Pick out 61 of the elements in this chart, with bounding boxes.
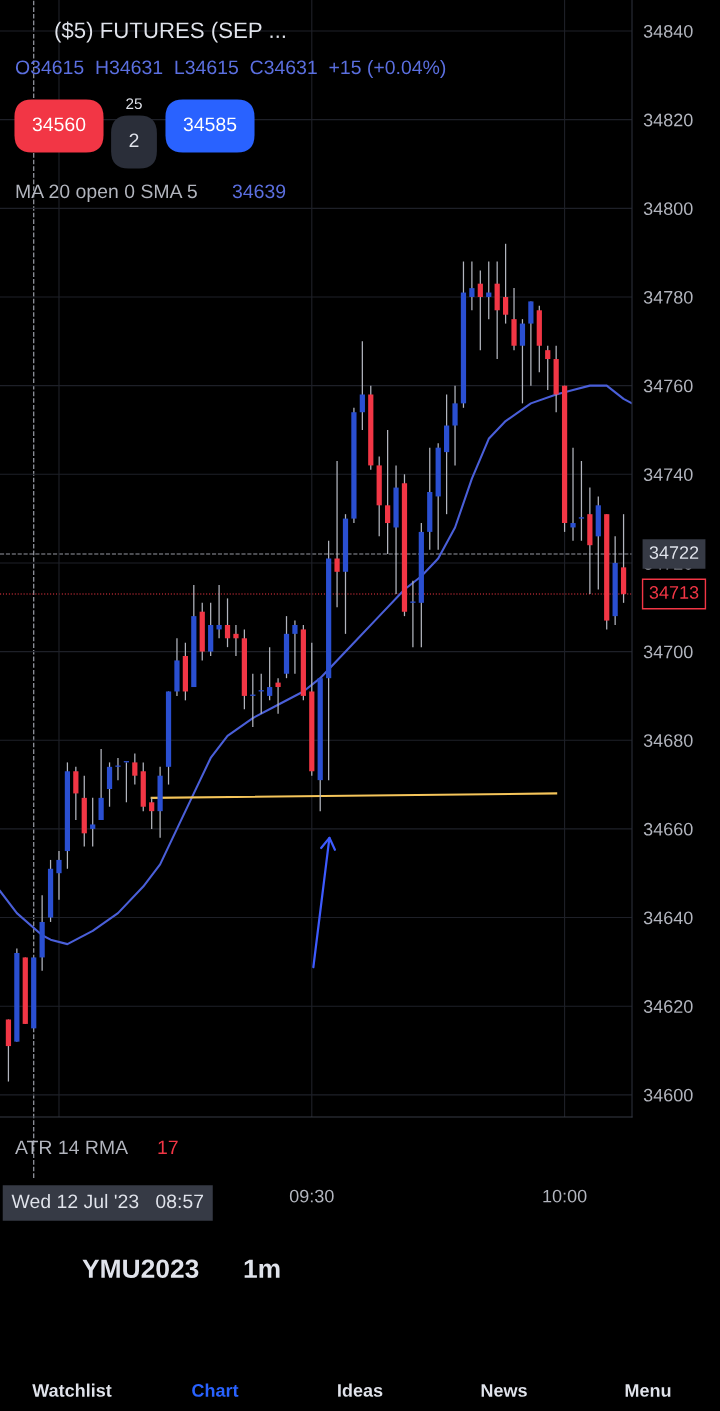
candlestick	[359, 340, 365, 431]
y-tick-label: 34820	[643, 113, 693, 127]
candlestick	[73, 766, 79, 821]
y-tick-label: 34660	[643, 822, 693, 836]
y-tick-label: 34700	[643, 645, 693, 659]
y-tick-label: 34760	[643, 379, 693, 393]
candlestick	[275, 677, 281, 715]
text: YMU2023	[82, 1259, 199, 1279]
candlestick	[115, 757, 121, 781]
candlestick	[477, 269, 483, 351]
text: Chart	[192, 1383, 239, 1397]
candlestick	[149, 797, 155, 830]
candlestick	[267, 646, 273, 701]
candlestick	[469, 260, 475, 311]
ref-line-label: 34722	[649, 546, 699, 559]
y-tick-label: 34600	[643, 1088, 693, 1102]
text: ATR 14 RMA	[15, 1140, 129, 1155]
x-tick-label: 09:30	[289, 1189, 334, 1203]
candlestick	[528, 300, 534, 387]
y-tick-label: 34680	[643, 734, 693, 747]
candlestick	[98, 748, 104, 821]
candlestick	[385, 429, 391, 555]
annotation: 25	[126, 98, 142, 110]
text: ($5) FUTURES (SEP ...	[55, 21, 285, 43]
candlestick	[224, 597, 231, 648]
candlestick	[132, 752, 138, 786]
candlestick	[216, 584, 222, 639]
candlestick	[292, 619, 298, 675]
candlestick	[545, 345, 551, 391]
y-tick-label: 34780	[643, 290, 693, 304]
text: O34615 H34631 L34615 C34631 +15 (+0.04%)	[15, 59, 446, 79]
annotation: 2	[129, 133, 139, 148]
candlestick	[233, 624, 239, 657]
y-tick-label: 34640	[643, 911, 693, 925]
y-tick-label: 34620	[643, 1000, 693, 1013]
annotation: 34639	[232, 184, 286, 199]
text: 1m	[244, 1259, 280, 1278]
text: Menu	[625, 1384, 671, 1397]
candlestick	[519, 318, 526, 404]
x-tick-label: 10:00	[543, 1189, 587, 1203]
candlestick	[410, 580, 416, 648]
y-tick-label: 34740	[643, 468, 693, 481]
text: 17	[158, 1140, 178, 1155]
candlestick	[502, 243, 509, 325]
text: Ideas	[338, 1383, 383, 1397]
candlestick	[90, 797, 96, 848]
ref-line-label: 34713	[649, 586, 699, 599]
candlestick	[578, 460, 585, 542]
line-series	[0, 384, 632, 946]
text: Watchlist	[32, 1383, 112, 1397]
text: News	[481, 1384, 527, 1397]
ref-line-label: Wed 12 Jul '23 08:57	[11, 1193, 204, 1209]
y-tick-label: 34840	[643, 24, 693, 38]
annotation: 34585	[183, 117, 237, 132]
candlestick	[56, 850, 62, 901]
candlestick	[570, 447, 576, 542]
y-tick-label: 34800	[643, 202, 693, 216]
annotation: MA 20 open 0 SMA 5	[16, 184, 197, 203]
candlestick	[452, 385, 458, 467]
annotation: 34560	[32, 117, 86, 132]
candlestick	[106, 761, 113, 808]
